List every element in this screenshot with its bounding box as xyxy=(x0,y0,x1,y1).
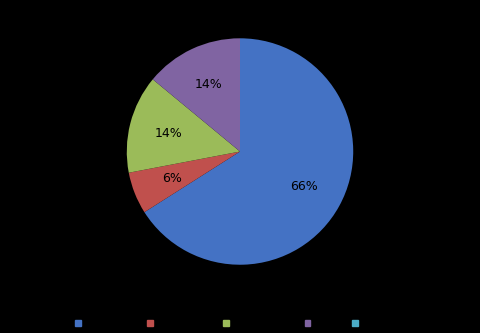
Wedge shape xyxy=(127,79,240,173)
Text: 6%: 6% xyxy=(162,172,181,185)
Text: 66%: 66% xyxy=(290,180,318,193)
Wedge shape xyxy=(129,152,240,212)
Wedge shape xyxy=(144,38,353,265)
Wedge shape xyxy=(153,38,240,152)
Legend: Wages & Salaries, Employee Benefits, Operating Expenses, Safety Net, Debt Servic: Wages & Salaries, Employee Benefits, Ope… xyxy=(75,320,405,326)
Text: 14%: 14% xyxy=(195,79,223,92)
Text: 14%: 14% xyxy=(155,127,182,140)
